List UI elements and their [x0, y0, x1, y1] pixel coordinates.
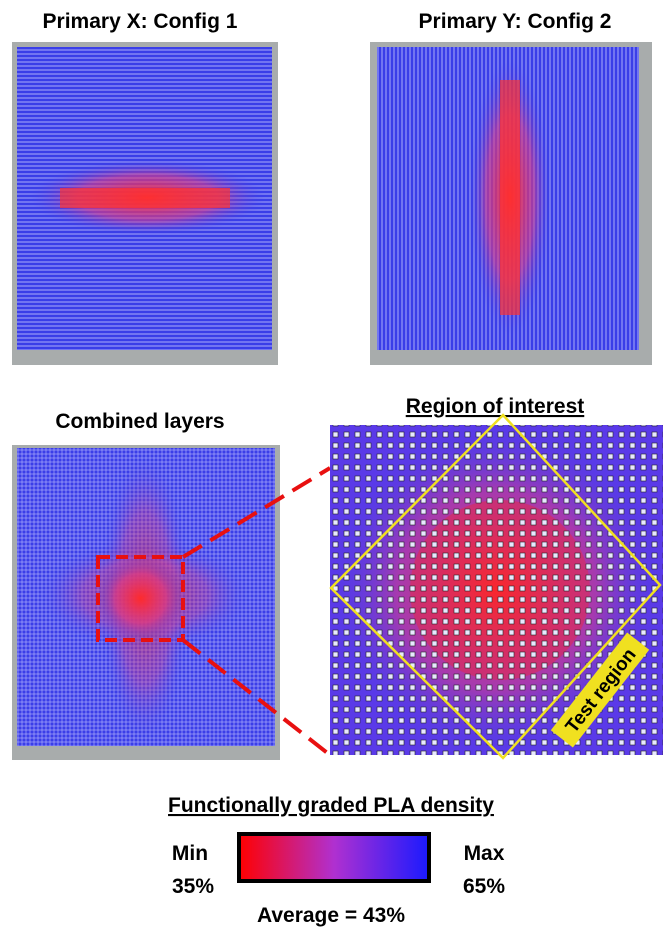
panel-config-1 [12, 42, 278, 365]
panel-title: Primary X: Config 1 [43, 10, 238, 33]
legend-label: 65% [463, 875, 505, 898]
legend-label: 35% [172, 875, 214, 898]
panel-config-2 [370, 42, 652, 365]
panel-combined [12, 445, 280, 760]
legend-label: Max [464, 842, 505, 865]
color-bar [239, 834, 429, 881]
panel-title: Primary Y: Config 2 [419, 10, 612, 33]
legend-label: Min [172, 842, 208, 865]
legend-average: Average = 43% [257, 904, 405, 927]
panel-title: Region of interest [406, 395, 585, 418]
panel-region: Test region [330, 415, 663, 758]
legend-title: Functionally graded PLA density [168, 794, 494, 817]
panel-title: Combined layers [55, 410, 224, 433]
figure: Primary X: Config 1 Primary Y: Config 2 … [0, 0, 663, 930]
